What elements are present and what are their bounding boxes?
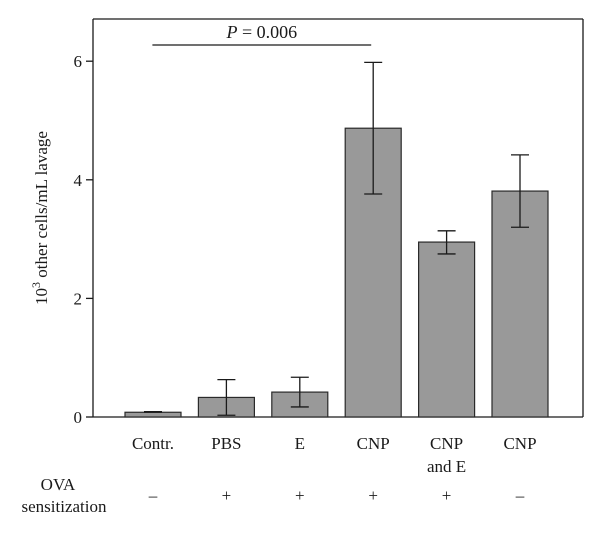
x-tick-label: Contr. xyxy=(132,434,174,453)
y-axis-label: 103 other cells/mL lavage xyxy=(29,131,51,305)
y-tick-label: 4 xyxy=(74,171,83,190)
sensitization-value: – xyxy=(148,486,158,505)
y-tick-label: 6 xyxy=(74,52,83,71)
bar xyxy=(418,241,476,418)
y-ticks: 0 2 4 6 xyxy=(74,52,93,427)
sensitization-value: – xyxy=(515,486,525,505)
x-tick-label: CNP xyxy=(430,434,463,453)
sensitization-value: + xyxy=(442,486,452,505)
x-tick-labels: Contr. PBS E CNP CNP and E CNP xyxy=(132,434,537,476)
y-tick-label: 0 xyxy=(74,408,83,427)
x-tick-label: CNP xyxy=(357,434,390,453)
p-value-label: P = 0.006 xyxy=(225,22,297,42)
sensitization-label-line2: sensitization xyxy=(22,497,107,516)
x-tick-label-line2: and E xyxy=(427,457,466,476)
y-tick-label: 2 xyxy=(74,289,83,308)
bar xyxy=(124,411,182,418)
significance-annotation: P = 0.006 xyxy=(152,22,372,46)
sensitization-value: + xyxy=(295,486,305,505)
sensitization-label-line1: OVA xyxy=(41,475,76,494)
bars xyxy=(124,127,549,418)
sensitization-value: + xyxy=(368,486,378,505)
sensitization-value: + xyxy=(222,486,232,505)
error-bars xyxy=(144,61,529,416)
sensitization-row: OVA sensitization – + + + + – xyxy=(22,475,525,516)
bar xyxy=(491,190,549,418)
x-tick-label: CNP xyxy=(503,434,536,453)
x-tick-label: E xyxy=(295,434,305,453)
x-tick-label: PBS xyxy=(211,434,241,453)
